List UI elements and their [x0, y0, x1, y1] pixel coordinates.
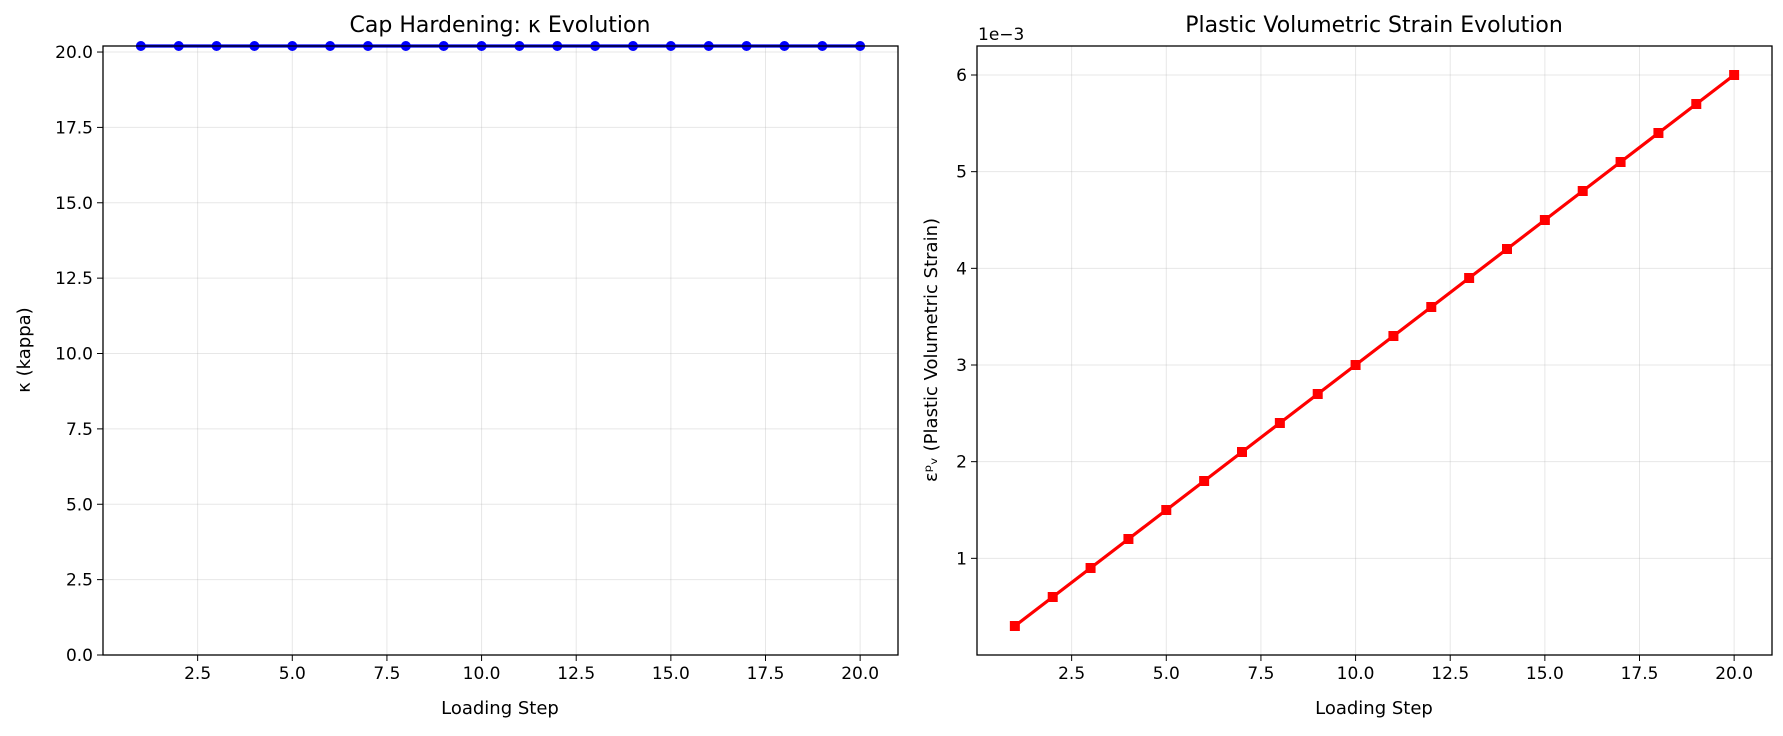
kappa-chart-frame: [102, 45, 899, 656]
strain-chart-data-point: [1123, 534, 1134, 544]
strain-chart-xtick-label: 20.0: [1715, 664, 1753, 684]
strain-chart-series-line: [1013, 73, 1736, 628]
kappa-chart-ytick-label: 2.5: [66, 571, 93, 591]
kappa-chart-xtick-label: 20.0: [841, 664, 879, 684]
strain-chart-data-point: [1729, 70, 1740, 80]
strain-chart-data-point: [1539, 215, 1550, 225]
strain-chart-offset-text: 1e−3: [978, 25, 1024, 45]
kappa-chart-ytick-label: 10.0: [55, 345, 93, 365]
kappa-chart-ticks: 2.5 5.0 7.5 10.0 12.5 15.0 17.5 20.0 0.0 2.5 5.0 7.…: [55, 43, 879, 684]
strain-chart-xtick-label: 15.0: [1526, 664, 1564, 684]
strain-chart-data-point: [1464, 273, 1475, 283]
kappa-chart-xtick-label: 5.0: [279, 664, 306, 684]
strain-chart-xtick-label: 2.5: [1058, 664, 1085, 684]
strain-chart-data-point: [1274, 418, 1285, 428]
strain-chart-data-point: [1502, 244, 1512, 254]
kappa-chart-xtick-label: 12.5: [557, 664, 595, 684]
strain-chart-xtick-label: 5.0: [1153, 664, 1180, 684]
kappa-chart-ytick-label: 0.0: [66, 646, 93, 666]
strain-chart-data-point: [1009, 621, 1020, 631]
strain-chart-data-point: [1577, 186, 1588, 196]
strain-chart-ytick-label: 4: [956, 259, 967, 279]
strain-chart-data-point: [1653, 128, 1664, 138]
strain-chart-ytick-label: 5: [956, 163, 967, 183]
strain-chart-series: [1009, 70, 1740, 631]
strain-chart-ytick-label: 1: [956, 549, 967, 569]
kappa-chart-title: Cap Hardening: κ Evolution: [350, 13, 651, 38]
strain-chart-ytick-label: 2: [956, 453, 967, 473]
strain-chart-data-point: [1426, 302, 1437, 312]
kappa-chart-xtick-label: 15.0: [652, 664, 690, 684]
strain-chart-xtick-label: 7.5: [1247, 664, 1274, 684]
strain-chart-frame: [976, 45, 1773, 656]
kappa-chart-panel: Cap Hardening: κ Evolution 2.5 5.0 7.5 10.0…: [14, 13, 899, 719]
strain-chart-ytick-label: 6: [956, 66, 967, 86]
strain-chart-ytick-label: 3: [956, 356, 967, 376]
strain-chart-data-point: [1388, 331, 1399, 341]
strain-chart-xlabel: Loading Step: [1315, 698, 1433, 719]
strain-chart-ticks: 2.5 5.0 7.5 10.0 12.5 15.0 17.5 20.0 1 2 3 4 5 6: [956, 66, 1753, 684]
kappa-chart-xtick-label: 17.5: [747, 664, 785, 684]
kappa-chart-ytick-label: 12.5: [55, 269, 93, 289]
kappa-chart-ytick-label: 5.0: [66, 495, 93, 515]
strain-chart-data-point: [1615, 157, 1626, 167]
strain-chart-panel: Plastic Volumetric Strain Evolution 2.5 5…: [921, 13, 1773, 719]
strain-chart-data-point: [1199, 476, 1210, 486]
strain-chart-ylabel: εᵖᵥ (Plastic Volumetric Strain): [921, 218, 942, 482]
strain-chart-data-point: [1350, 360, 1361, 370]
strain-chart-title: Plastic Volumetric Strain Evolution: [1185, 13, 1563, 38]
kappa-chart-ytick-label: 15.0: [55, 194, 93, 214]
kappa-chart-xtick-label: 10.0: [463, 664, 501, 684]
strain-chart-xtick-label: 12.5: [1431, 664, 1469, 684]
kappa-chart-xtick-label: 2.5: [184, 664, 211, 684]
strain-chart-data-point: [1691, 99, 1702, 109]
kappa-chart-ytick-label: 7.5: [66, 420, 93, 440]
kappa-chart-ytick-label: 20.0: [55, 43, 93, 63]
kappa-chart-xtick-label: 7.5: [373, 664, 400, 684]
strain-chart-data-point: [1237, 447, 1247, 457]
kappa-chart-xlabel: Loading Step: [441, 698, 559, 719]
strain-chart-data-point: [1161, 505, 1172, 515]
kappa-chart-grid: [103, 46, 898, 656]
strain-chart-xtick-label: 17.5: [1621, 664, 1659, 684]
strain-chart-data-point: [1047, 592, 1058, 602]
strain-chart-data-point: [1085, 563, 1096, 573]
strain-chart-data-point: [1312, 389, 1323, 399]
kappa-chart-ylabel: κ (kappa): [14, 307, 35, 392]
kappa-chart-ytick-label: 17.5: [55, 118, 93, 138]
strain-chart-xtick-label: 10.0: [1337, 664, 1375, 684]
